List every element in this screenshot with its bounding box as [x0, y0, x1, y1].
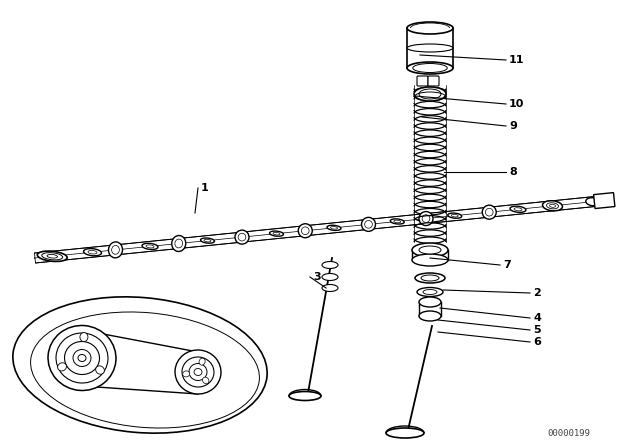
- Ellipse shape: [386, 428, 424, 438]
- Ellipse shape: [419, 297, 441, 307]
- Ellipse shape: [365, 220, 372, 228]
- Ellipse shape: [37, 251, 67, 262]
- Ellipse shape: [422, 215, 430, 222]
- Ellipse shape: [289, 392, 321, 401]
- Ellipse shape: [421, 275, 439, 281]
- Ellipse shape: [238, 233, 246, 241]
- Ellipse shape: [413, 64, 447, 73]
- Ellipse shape: [412, 254, 448, 266]
- Ellipse shape: [322, 262, 338, 268]
- Polygon shape: [35, 195, 611, 263]
- Ellipse shape: [322, 284, 338, 292]
- Text: 10: 10: [509, 99, 524, 109]
- Ellipse shape: [419, 311, 441, 321]
- Text: 9: 9: [509, 121, 517, 131]
- Ellipse shape: [362, 217, 376, 231]
- Ellipse shape: [80, 332, 88, 341]
- Ellipse shape: [202, 377, 209, 384]
- Ellipse shape: [586, 198, 600, 206]
- Ellipse shape: [394, 220, 401, 223]
- Ellipse shape: [182, 371, 189, 377]
- Ellipse shape: [48, 326, 116, 391]
- Ellipse shape: [42, 253, 63, 260]
- Ellipse shape: [194, 369, 202, 375]
- Ellipse shape: [543, 201, 563, 211]
- Ellipse shape: [111, 246, 119, 254]
- Ellipse shape: [31, 312, 259, 428]
- Ellipse shape: [423, 289, 437, 294]
- Ellipse shape: [407, 22, 453, 34]
- Ellipse shape: [550, 204, 556, 207]
- Text: 2: 2: [533, 288, 541, 298]
- FancyBboxPatch shape: [417, 76, 428, 86]
- Ellipse shape: [204, 239, 211, 242]
- Text: 3: 3: [313, 272, 321, 282]
- Ellipse shape: [417, 288, 443, 297]
- Ellipse shape: [88, 250, 97, 254]
- Ellipse shape: [414, 87, 446, 101]
- Ellipse shape: [13, 297, 267, 433]
- Ellipse shape: [84, 249, 102, 256]
- Ellipse shape: [273, 233, 280, 235]
- Ellipse shape: [73, 349, 91, 366]
- Ellipse shape: [298, 224, 312, 238]
- Ellipse shape: [199, 358, 205, 365]
- Ellipse shape: [390, 219, 404, 224]
- Ellipse shape: [56, 333, 108, 383]
- Ellipse shape: [175, 239, 182, 248]
- Ellipse shape: [412, 243, 448, 257]
- Ellipse shape: [182, 357, 214, 387]
- Ellipse shape: [485, 208, 493, 216]
- Ellipse shape: [415, 273, 445, 283]
- Text: 00000199: 00000199: [547, 429, 590, 438]
- Text: 7: 7: [503, 260, 511, 270]
- Ellipse shape: [200, 238, 214, 243]
- Ellipse shape: [514, 208, 522, 211]
- Text: 8: 8: [509, 167, 516, 177]
- Ellipse shape: [322, 273, 338, 280]
- Text: 11: 11: [509, 55, 525, 65]
- Ellipse shape: [407, 44, 453, 52]
- Ellipse shape: [235, 230, 249, 244]
- Ellipse shape: [547, 203, 559, 209]
- Ellipse shape: [109, 242, 122, 258]
- Text: 5: 5: [533, 325, 541, 335]
- Ellipse shape: [65, 341, 99, 375]
- Ellipse shape: [172, 236, 186, 251]
- Ellipse shape: [95, 366, 104, 374]
- Polygon shape: [593, 193, 615, 209]
- Ellipse shape: [448, 213, 461, 218]
- Ellipse shape: [146, 245, 154, 248]
- Ellipse shape: [510, 206, 526, 212]
- Ellipse shape: [175, 350, 221, 394]
- Ellipse shape: [58, 363, 67, 371]
- Ellipse shape: [78, 354, 86, 362]
- Ellipse shape: [483, 205, 496, 219]
- Ellipse shape: [407, 62, 453, 74]
- Ellipse shape: [301, 227, 309, 235]
- Text: 4: 4: [533, 313, 541, 323]
- Ellipse shape: [327, 225, 341, 230]
- Text: 1: 1: [201, 183, 209, 193]
- Ellipse shape: [419, 211, 433, 225]
- Text: 6: 6: [533, 337, 541, 347]
- Ellipse shape: [269, 231, 284, 236]
- Ellipse shape: [419, 89, 441, 99]
- Ellipse shape: [47, 254, 58, 258]
- Ellipse shape: [419, 246, 441, 254]
- Ellipse shape: [142, 243, 158, 250]
- FancyBboxPatch shape: [428, 76, 439, 86]
- Ellipse shape: [189, 363, 207, 380]
- Ellipse shape: [330, 227, 337, 229]
- Ellipse shape: [451, 214, 458, 217]
